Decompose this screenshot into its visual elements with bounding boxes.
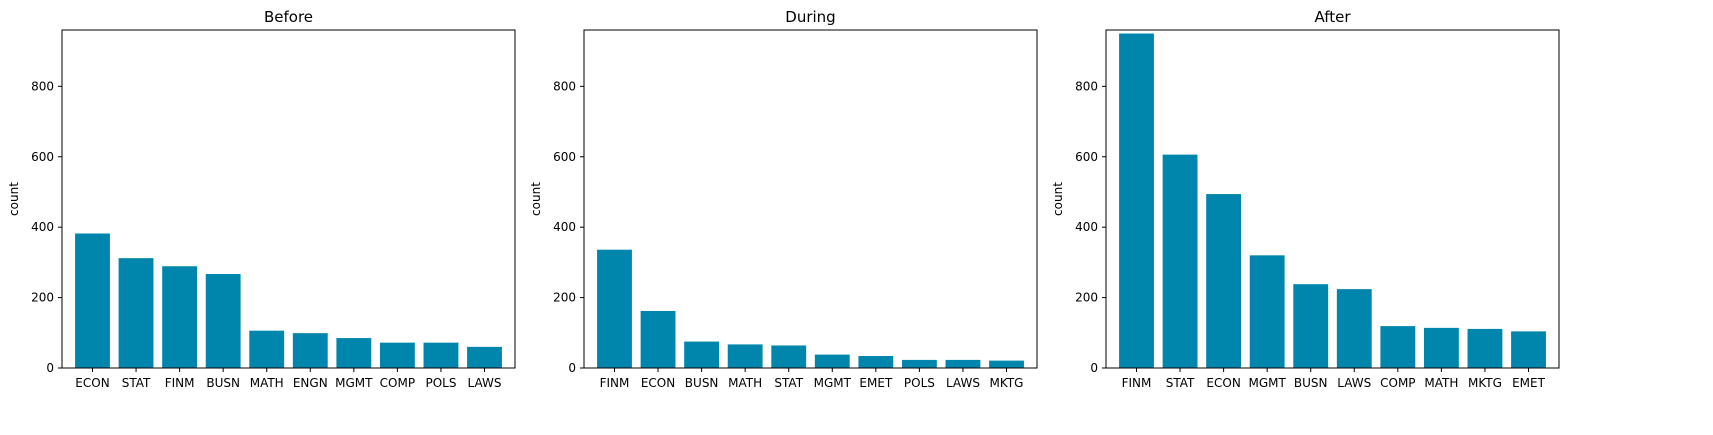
x-tick-label: STAT [1166,376,1195,390]
bar-finm [1119,33,1154,369]
x-tick-label: MGMT [814,376,852,390]
bar-emet [1511,331,1546,368]
x-tick-label: COMP [1380,376,1415,390]
x-tick-label: ECON [1206,376,1240,390]
x-tick-label: MGMT [335,376,373,390]
bar-finm [162,266,198,368]
bar-engn [292,333,328,368]
bar-math [249,330,285,368]
y-tick-label: 400 [553,220,576,234]
x-tick-label: POLS [425,376,456,390]
y-tick-label: 200 [553,291,576,305]
bar-busn [205,273,241,368]
bar-econ [640,310,676,368]
bar-busn [684,341,720,368]
bar-math [1423,327,1459,368]
y-tick-label: 0 [568,361,576,375]
bar-emet [858,356,894,368]
chart-title: Before [264,8,313,26]
y-tick-label: 600 [31,150,54,164]
x-tick-label: FINM [165,376,195,390]
x-tick-label: BUSN [206,376,240,390]
y-axis-label: count [1051,182,1065,216]
bar-pols [423,342,459,368]
x-tick-label: STAT [774,376,803,390]
bar-econ [75,233,110,368]
y-tick-label: 0 [1090,361,1098,375]
bar-mktg [1467,328,1503,368]
bar-stat [118,258,154,368]
axes-frame [61,29,516,369]
x-tick-label: LAWS [468,376,502,390]
y-tick-label: 800 [553,79,576,93]
y-tick-label: 400 [31,220,54,234]
x-tick-label: FINM [1122,376,1152,390]
bar-mktg [989,360,1024,368]
axes-frame [1105,29,1560,369]
x-tick-label: FINM [600,376,630,390]
x-tick-label: MKTG [990,376,1024,390]
x-tick-label: EMET [859,376,893,390]
x-tick-label: BUSN [1294,376,1328,390]
x-tick-label: MKTG [1468,376,1502,390]
bar-stat [1162,154,1198,368]
y-axis-label: count [7,182,21,216]
y-tick-label: 200 [31,291,54,305]
x-tick-label: MATH [250,376,284,390]
y-tick-label: 200 [1075,291,1098,305]
bar-comp [1380,326,1416,368]
bar-finm [597,249,632,368]
x-tick-label: STAT [122,376,151,390]
y-tick-label: 800 [1075,79,1098,93]
bar-laws [467,346,502,369]
x-tick-label: LAWS [1337,376,1371,390]
chart-title: After [1314,8,1351,26]
y-tick-label: 600 [1075,150,1098,164]
x-tick-label: MGMT [1248,376,1286,390]
x-tick-label: EMET [1512,376,1546,390]
bar-math [727,344,763,368]
y-axis-label: count [529,182,543,216]
bar-pols [901,359,937,368]
chart-after: FINM STAT ECON MGMT BUSN LAWS COMP MATH MKTG EMET… [1051,8,1560,390]
bar-stat [771,345,807,368]
bar-mgmt [814,354,850,368]
y-tick-label: 800 [31,79,54,93]
bar-econ [1206,194,1242,368]
chart-during: FINM ECON BUSN MATH STAT MGMT EMET POLS LAWS MKTG… [529,8,1038,390]
x-tick-label: POLS [904,376,935,390]
bar-mgmt [336,338,372,368]
x-tick-label: MATH [1424,376,1458,390]
x-tick-label: ECON [75,376,109,390]
bar-comp [379,342,415,368]
bar-mgmt [1249,255,1285,368]
x-tick-label: COMP [380,376,415,390]
x-tick-label: ECON [641,376,675,390]
x-tick-label: ENGN [293,376,328,390]
x-tick-label: BUSN [685,376,719,390]
x-tick-label: MATH [728,376,762,390]
chart-title: During [785,8,835,26]
chart-before: ECON STAT FINM BUSN MATH ENGN MGMT COMP POLS LAWS… [7,8,516,390]
bar-laws [1336,289,1372,368]
bar-busn [1293,284,1329,368]
axes-frame [583,29,1038,369]
y-tick-label: 400 [1075,220,1098,234]
y-tick-label: 600 [553,150,576,164]
y-tick-label: 0 [46,361,54,375]
x-tick-label: LAWS [946,376,980,390]
bar-laws [945,359,981,368]
